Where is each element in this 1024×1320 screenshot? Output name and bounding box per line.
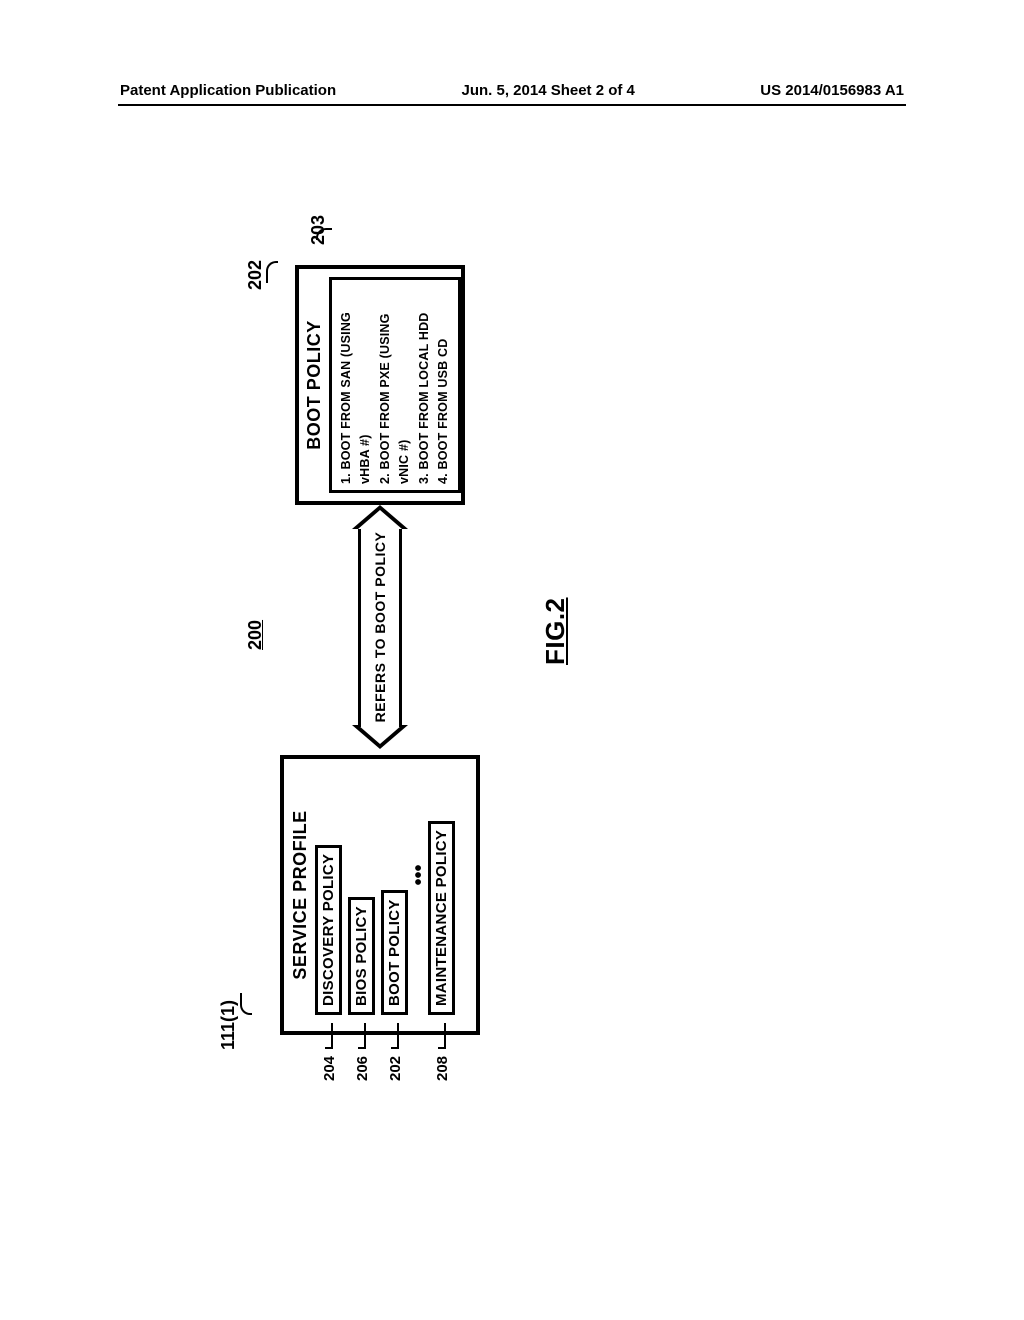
arrow-left-head-icon (352, 725, 408, 749)
boot-policy-detail-box: BOOT POLICY 1. BOOT FROM SAN (USING vHBA… (295, 265, 465, 505)
figure-2-diagram: 200 111(1) SERVICE PROFILE 204 DISCOVERY… (280, 265, 480, 1035)
ref-204: 204 (321, 1056, 338, 1081)
boot-policy-title: BOOT POLICY (304, 277, 325, 493)
discovery-policy-box: DISCOVERY POLICY (315, 845, 342, 1015)
ref-208: 208 (434, 1056, 451, 1081)
maintenance-policy-box: MAINTENANCE POLICY (428, 821, 455, 1015)
header-patent-number: US 2014/0156983 A1 (760, 82, 904, 99)
service-profile-box: SERVICE PROFILE 204 DISCOVERY POLICY 206… (280, 755, 480, 1035)
boot-policy-ref-box: BOOT POLICY (381, 890, 408, 1015)
boot-policy-line-2: 2. BOOT FROM PXE (USING vNIC #) (376, 286, 415, 484)
ref-202-left: 202 (387, 1056, 404, 1081)
boot-policy-list: 1. BOOT FROM SAN (USING vHBA #) 2. BOOT … (329, 277, 461, 493)
header-publication: Patent Application Publication (120, 82, 336, 99)
arrow-right-head-icon (352, 505, 408, 529)
boot-policy-line-3: 3. BOOT FROM LOCAL HDD (415, 286, 434, 484)
ref-206: 206 (354, 1056, 371, 1081)
header-date-sheet: Jun. 5, 2014 Sheet 2 of 4 (461, 82, 634, 99)
boot-policy-line-4: 4. BOOT FROM USB CD (434, 286, 453, 484)
arrow-label: REFERS TO BOOT POLICY (358, 527, 402, 727)
ref-111: 111(1) (218, 1000, 239, 1050)
refers-to-arrow: REFERS TO BOOT POLICY (358, 507, 402, 747)
ref-111-leader (240, 993, 252, 1015)
figure-label: FIG.2 (540, 597, 571, 665)
ref-203: 203 (308, 215, 329, 245)
ref-202-leader (266, 261, 278, 283)
ellipsis-icon: ••• (414, 767, 424, 1023)
service-profile-title: SERVICE PROFILE (290, 767, 311, 1023)
header-divider (118, 104, 906, 106)
ref-200: 200 (245, 620, 266, 650)
boot-policy-line-1: 1. BOOT FROM SAN (USING vHBA #) (337, 286, 376, 484)
bios-policy-box: BIOS POLICY (348, 897, 375, 1015)
ref-202-top: 202 (245, 260, 266, 290)
